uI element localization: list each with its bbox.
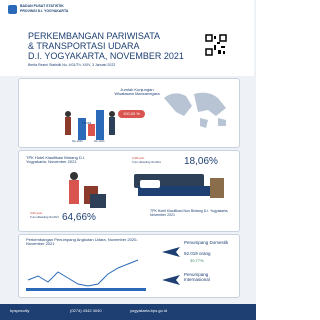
tourism-label: Jumlah Kunjungan Wisatawan Mancanegara [114, 87, 160, 97]
air-label: Perkembangan Penumpang Angkutan Udara, N… [26, 237, 138, 247]
title: D.I. YOGYAKARTA, NOVEMBER 2021 [28, 51, 184, 61]
infographic: BADAN PUSAT STATISTIK PROVINSI D.I. YOGY… [0, 0, 256, 320]
nonstar-value: 18,06% [184, 156, 218, 167]
title: & TRANSPORTASI UDARA [28, 41, 140, 51]
title: PERKEMBANGAN PARIWISATA [28, 31, 161, 41]
phone: (0274) 4342 4040 [70, 308, 102, 313]
air-panel [18, 234, 240, 298]
logo [8, 5, 17, 14]
domestic-value: 92.019 orang [184, 251, 211, 256]
org: PROVINSI D.I. YOGYAKARTA [20, 9, 69, 13]
air-chart [26, 259, 146, 291]
note: Turun dibanding Okt 2021 [30, 216, 59, 219]
hotel-staff [69, 172, 106, 208]
domestic-change: 30,77% [190, 258, 204, 263]
nonstar-label: TPK Hotel Klasifikasi Non Bintang D.I. Y… [150, 209, 229, 217]
star-label: TPK Hotel Klasifikasi Bintang D.I. Yogya… [26, 155, 86, 165]
domestic-label: Penumpang Domestik [184, 240, 229, 245]
international-label: Penumpang Internasional [184, 272, 210, 282]
world-map [164, 92, 226, 128]
star-value: 64,66% [62, 212, 96, 223]
travellers [65, 110, 115, 140]
bar-label: Nov 2021 [94, 140, 105, 143]
bed [134, 174, 224, 198]
value: 18.663 [82, 121, 92, 125]
nonstar-change: 2,28 poin [132, 156, 145, 160]
bar-label: Nov 2020 [72, 140, 83, 143]
note: Turun dibanding Okt 2021 [132, 161, 161, 164]
qr-code [205, 34, 227, 56]
web: yogyakarta.bps.go.id [130, 308, 167, 313]
plane-icon [162, 247, 180, 257]
footer [0, 304, 256, 320]
star-change: 3,91 poin [30, 211, 43, 215]
plane-icon [162, 275, 180, 285]
social: bpsprovdiy [10, 308, 30, 313]
subtitle: Berita Resmi Statistik No. 4/01/Th. XXIV… [28, 63, 116, 67]
change-badge: 100,00 % [118, 110, 145, 119]
org: BADAN PUSAT STATISTIK [20, 4, 64, 8]
